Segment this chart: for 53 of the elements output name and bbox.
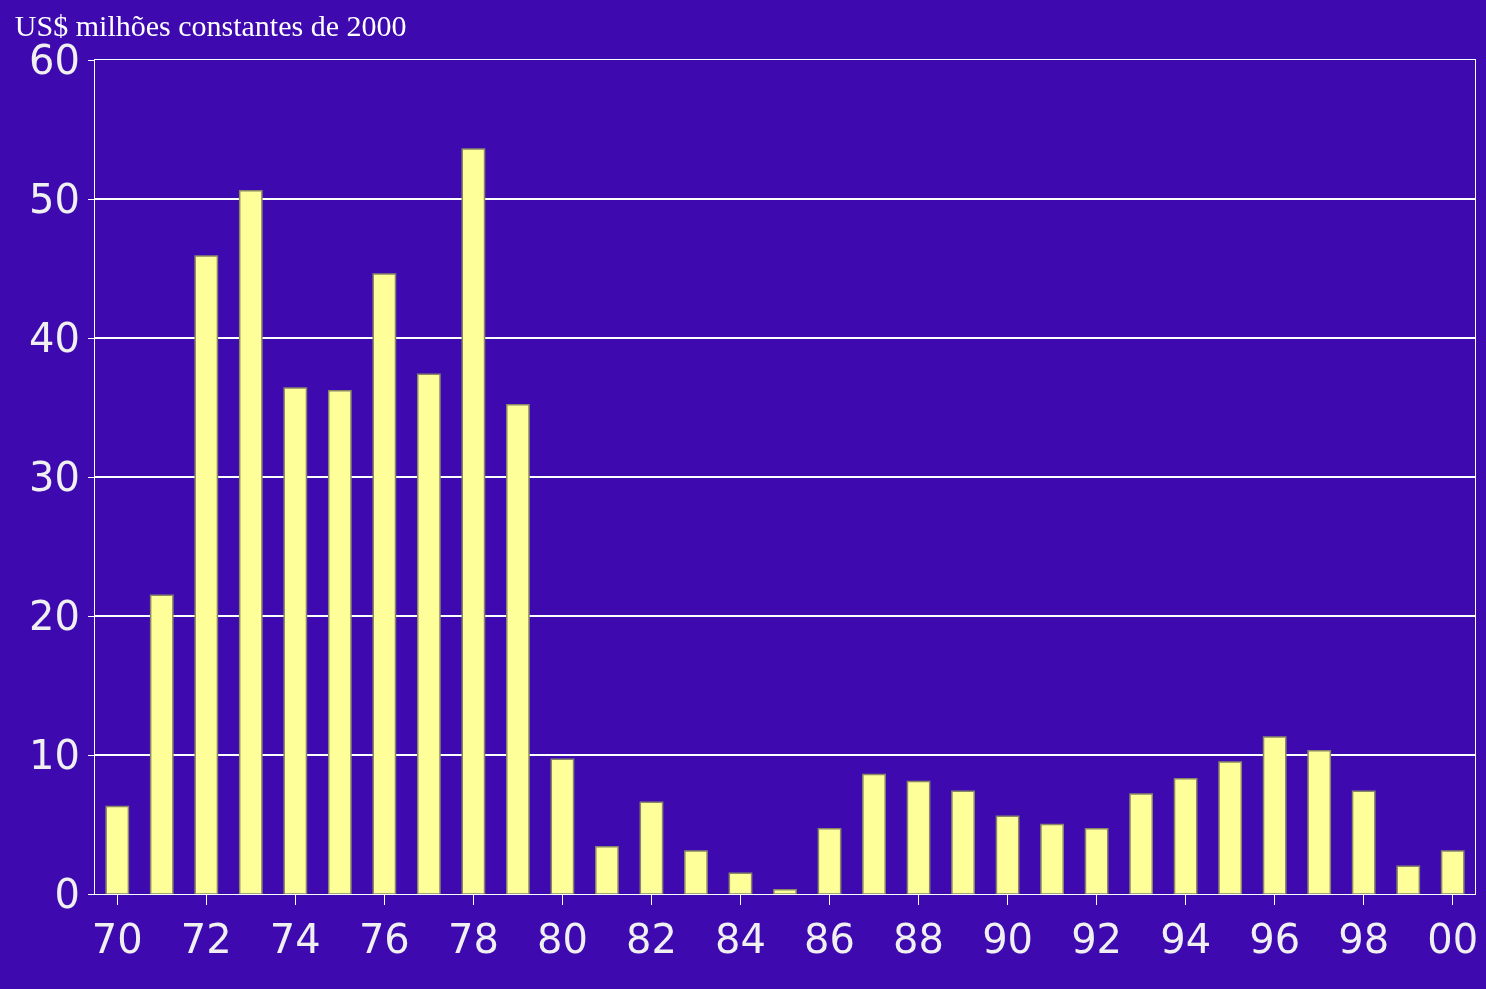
y-tick-label: 50 xyxy=(29,176,80,222)
bar xyxy=(773,889,797,894)
x-tick-label: 86 xyxy=(804,916,855,962)
x-tick-label: 70 xyxy=(91,916,143,962)
bar xyxy=(1351,790,1376,894)
x-tick-label: 76 xyxy=(358,916,410,962)
bar xyxy=(1262,736,1287,894)
x-tick-label: 90 xyxy=(982,916,1034,962)
bar xyxy=(238,189,263,894)
bar xyxy=(327,390,352,894)
x-tick-label: 98 xyxy=(1338,916,1390,962)
x-tick-label: 88 xyxy=(893,916,944,962)
bar xyxy=(1084,827,1109,894)
bar xyxy=(506,403,530,894)
bar xyxy=(862,773,886,894)
x-tick-label: 82 xyxy=(626,916,677,962)
y-tick-label: 40 xyxy=(29,315,80,361)
bar xyxy=(1129,793,1154,894)
bar xyxy=(951,790,975,894)
x-tick-label: 94 xyxy=(1160,916,1212,962)
x-tick-label: 00 xyxy=(1427,916,1479,962)
bar xyxy=(416,373,441,894)
bar xyxy=(1218,761,1243,894)
bar xyxy=(1040,823,1064,894)
bar xyxy=(194,255,219,894)
bar xyxy=(684,850,708,894)
bar xyxy=(728,872,753,894)
x-tick-label: 92 xyxy=(1071,916,1123,962)
y-tick-label: 30 xyxy=(29,454,80,500)
x-tick-label: 72 xyxy=(180,916,232,962)
bar xyxy=(1396,865,1421,894)
bar xyxy=(595,845,619,894)
bar xyxy=(1307,750,1332,894)
bar xyxy=(1440,850,1465,894)
bar xyxy=(906,780,931,894)
x-tick-label: 78 xyxy=(447,916,499,962)
bar xyxy=(639,801,664,894)
bar xyxy=(372,273,397,894)
x-tick-label: 74 xyxy=(269,916,321,962)
y-tick-label: 10 xyxy=(29,732,80,778)
bar xyxy=(1173,777,1198,894)
bar xyxy=(461,148,486,894)
bar xyxy=(149,594,174,894)
bar xyxy=(995,815,1020,894)
y-tick-label: 20 xyxy=(29,593,80,639)
x-tick-label: 80 xyxy=(536,916,588,962)
bar xyxy=(105,805,130,894)
x-tick-label: 84 xyxy=(715,916,766,962)
y-tick-label: 0 xyxy=(54,871,80,917)
bar xyxy=(283,387,308,894)
bar xyxy=(550,758,575,894)
bar xyxy=(817,827,842,894)
x-tick-label: 96 xyxy=(1249,916,1301,962)
